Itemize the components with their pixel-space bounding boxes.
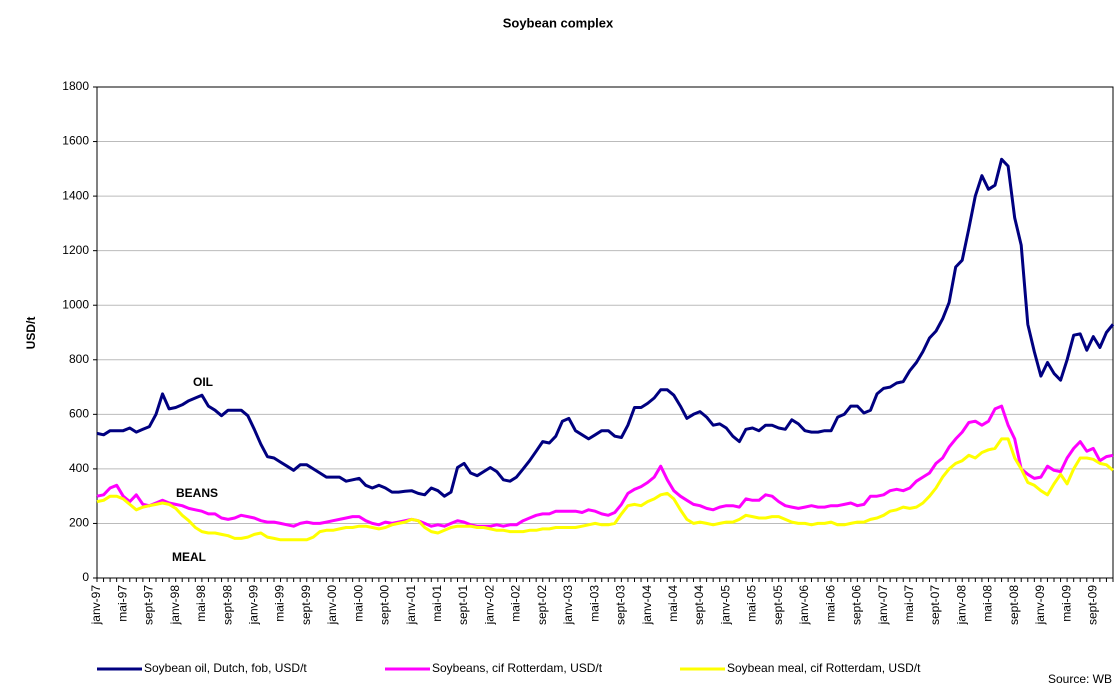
legend-label: Soybeans, cif Rotterdam, USD/t	[432, 661, 603, 675]
x-tick-label: sept-97	[142, 585, 156, 625]
y-tick-label: 200	[69, 516, 89, 530]
x-tick-label: mai-02	[509, 585, 523, 622]
series-line	[96, 404, 1114, 528]
x-tick-label: janv-09	[1033, 585, 1047, 626]
x-tick-label: sept-99	[299, 585, 313, 625]
plot-frame	[96, 86, 1114, 579]
y-tick-label: 1800	[62, 79, 89, 93]
annotation: MEAL	[172, 550, 206, 564]
legend-label: Soybean meal, cif Rotterdam, USD/t	[727, 661, 921, 675]
x-tick-label: mai-07	[902, 585, 916, 622]
x-tick-label: janv-06	[797, 585, 811, 626]
chart-title: Soybean complex	[503, 15, 614, 30]
x-tick-label: janv-98	[168, 585, 182, 626]
x-tick-label: mai-97	[115, 585, 129, 622]
x-tick-label: sept-06	[850, 585, 864, 625]
series-line	[96, 437, 1114, 542]
x-tick-label: mai-00	[351, 585, 365, 622]
y-tick-label: 400	[69, 461, 89, 475]
x-tick-label: mai-01	[430, 585, 444, 622]
x-tick-label: sept-07	[928, 585, 942, 625]
x-tick-label: mai-08	[981, 585, 995, 622]
x-tick-label: mai-09	[1059, 585, 1073, 622]
x-tick-label: sept-98	[220, 585, 234, 625]
x-tick-label: janv-05	[718, 585, 732, 626]
x-tick-label: mai-04	[666, 585, 680, 622]
x-tick-label: sept-03	[614, 585, 628, 625]
x-tick-label: janv-07	[876, 585, 890, 626]
x-tick-label: sept-05	[771, 585, 785, 625]
x-tick-label: janv-08	[954, 585, 968, 626]
x-tick-label: janv-00	[325, 585, 339, 626]
y-tick-label: 0	[82, 570, 89, 584]
x-tick-label: sept-00	[378, 585, 392, 625]
y-tick-label: 1600	[62, 134, 89, 148]
x-tick-label: sept-04	[692, 585, 706, 625]
annotation: OIL	[193, 375, 213, 389]
x-tick-label: janv-01	[404, 585, 418, 626]
x-tick-label: sept-02	[535, 585, 549, 625]
x-tick-label: janv-04	[640, 585, 654, 626]
x-tick-label: janv-02	[482, 585, 496, 626]
x-tick-label: janv-99	[246, 585, 260, 626]
y-axis-label: USD/t	[24, 317, 38, 350]
x-tick-label: mai-99	[273, 585, 287, 622]
source: Source: WB	[1048, 672, 1112, 686]
y-tick-label: 600	[69, 407, 89, 421]
x-tick-label: mai-98	[194, 585, 208, 622]
x-tick-label: janv-97	[89, 585, 103, 626]
annotation: BEANS	[176, 486, 218, 500]
x-tick-label: janv-03	[561, 585, 575, 626]
y-tick-label: 1400	[62, 188, 89, 202]
series-line	[96, 157, 1115, 498]
x-tick-label: sept-08	[1007, 585, 1021, 625]
x-tick-label: sept-01	[456, 585, 470, 625]
y-tick-label: 1200	[62, 243, 89, 257]
x-tick-label: mai-06	[823, 585, 837, 622]
y-tick-label: 800	[69, 352, 89, 366]
x-tick-label: mai-03	[587, 585, 601, 622]
legend-label: Soybean oil, Dutch, fob, USD/t	[144, 661, 307, 675]
x-tick-label: sept-09	[1086, 585, 1100, 625]
x-tick-label: mai-05	[745, 585, 759, 622]
y-tick-label: 1000	[62, 297, 89, 311]
